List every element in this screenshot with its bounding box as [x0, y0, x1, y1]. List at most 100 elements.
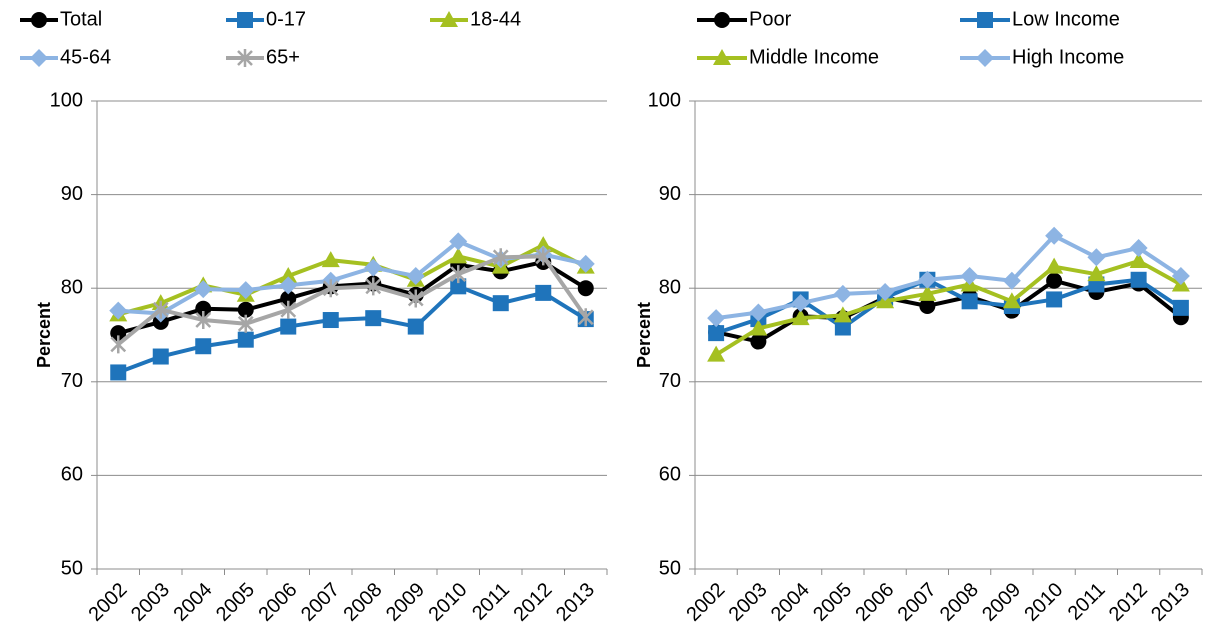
y-tick-label: 100 [50, 89, 83, 111]
x-tick-label: 2007 [297, 579, 344, 626]
series-line [118, 239, 587, 316]
marker [195, 311, 212, 330]
marker [492, 248, 509, 267]
x-tick-label: 2004 [169, 579, 216, 626]
legend-label: Low Income [1012, 8, 1120, 30]
marker [1130, 271, 1147, 288]
y-tick-label: 70 [61, 370, 83, 392]
marker [236, 281, 255, 300]
marker [450, 278, 467, 295]
x-tick-label: 2007 [894, 579, 941, 626]
y-axis-label: Percent [34, 302, 54, 368]
marker [707, 309, 726, 328]
marker [535, 284, 552, 301]
marker [833, 284, 852, 303]
marker [109, 301, 128, 320]
x-tick-label: 2005 [212, 579, 259, 626]
marker [237, 314, 254, 333]
marker [576, 254, 595, 273]
y-tick-label: 80 [659, 276, 681, 298]
marker [1046, 291, 1063, 308]
marker [237, 301, 254, 318]
marker [237, 12, 253, 28]
legend-label: 18-44 [470, 8, 521, 30]
marker [1087, 248, 1106, 267]
marker [1002, 271, 1021, 290]
marker [750, 333, 767, 350]
y-tick-label: 80 [61, 276, 83, 298]
marker [791, 309, 810, 326]
y-tick-label: 50 [61, 557, 83, 579]
y-tick-label: 60 [61, 464, 83, 486]
marker [577, 308, 594, 327]
marker [110, 325, 127, 342]
x-tick-label: 2002 [682, 579, 729, 626]
marker [492, 295, 509, 312]
x-tick-label: 2005 [809, 579, 856, 626]
legend-label: Total [60, 8, 102, 30]
marker [449, 247, 468, 264]
marker [237, 49, 253, 67]
marker [449, 232, 468, 251]
marker [749, 319, 768, 336]
marker [407, 289, 424, 308]
marker [919, 297, 936, 314]
marker [152, 348, 169, 365]
marker [322, 312, 339, 329]
x-tick-label: 2003 [127, 579, 174, 626]
x-tick-label: 2012 [509, 579, 556, 626]
legend-label: 0-17 [266, 8, 306, 30]
x-tick-label: 2002 [84, 579, 131, 626]
x-tick-label: 2006 [254, 579, 301, 626]
y-tick-label: 60 [659, 464, 681, 486]
y-tick-label: 70 [659, 370, 681, 392]
marker [195, 300, 212, 317]
marker [195, 338, 212, 355]
x-tick-label: 2003 [725, 579, 772, 626]
x-tick-label: 2011 [468, 579, 514, 625]
marker [708, 325, 725, 342]
marker [1087, 265, 1106, 282]
marker [976, 49, 994, 67]
x-tick-label: 2009 [978, 579, 1025, 626]
x-tick-label: 2006 [851, 579, 898, 626]
marker [960, 267, 979, 286]
legend-label: 45-64 [60, 46, 111, 68]
marker [534, 236, 553, 253]
marker [1045, 257, 1064, 274]
x-tick-label: 2010 [1020, 579, 1067, 626]
marker [1045, 226, 1064, 245]
marker [152, 300, 169, 319]
marker [110, 364, 127, 381]
marker [194, 280, 213, 299]
marker [365, 277, 382, 296]
marker [977, 12, 993, 28]
x-tick-label: 2010 [424, 579, 471, 626]
x-tick-label: 2013 [552, 579, 599, 626]
marker [1129, 238, 1148, 257]
legend-label: 65+ [266, 46, 300, 68]
legend-label: High Income [1012, 46, 1124, 68]
marker [279, 276, 298, 295]
marker [1171, 267, 1190, 286]
marker [321, 251, 340, 268]
marker [577, 280, 594, 297]
x-tick-label: 2013 [1147, 579, 1194, 626]
marker [1002, 292, 1021, 309]
marker [279, 267, 298, 284]
marker [1172, 299, 1189, 316]
marker [407, 318, 424, 335]
marker [237, 331, 254, 348]
y-tick-label: 100 [648, 89, 681, 111]
marker [365, 310, 382, 327]
x-tick-label: 2008 [339, 579, 386, 626]
marker [31, 12, 47, 28]
marker [749, 303, 768, 322]
marker [707, 345, 726, 362]
marker [30, 49, 48, 67]
marker [918, 284, 937, 301]
marker [1046, 272, 1063, 289]
marker [322, 279, 339, 298]
marker [440, 11, 458, 27]
